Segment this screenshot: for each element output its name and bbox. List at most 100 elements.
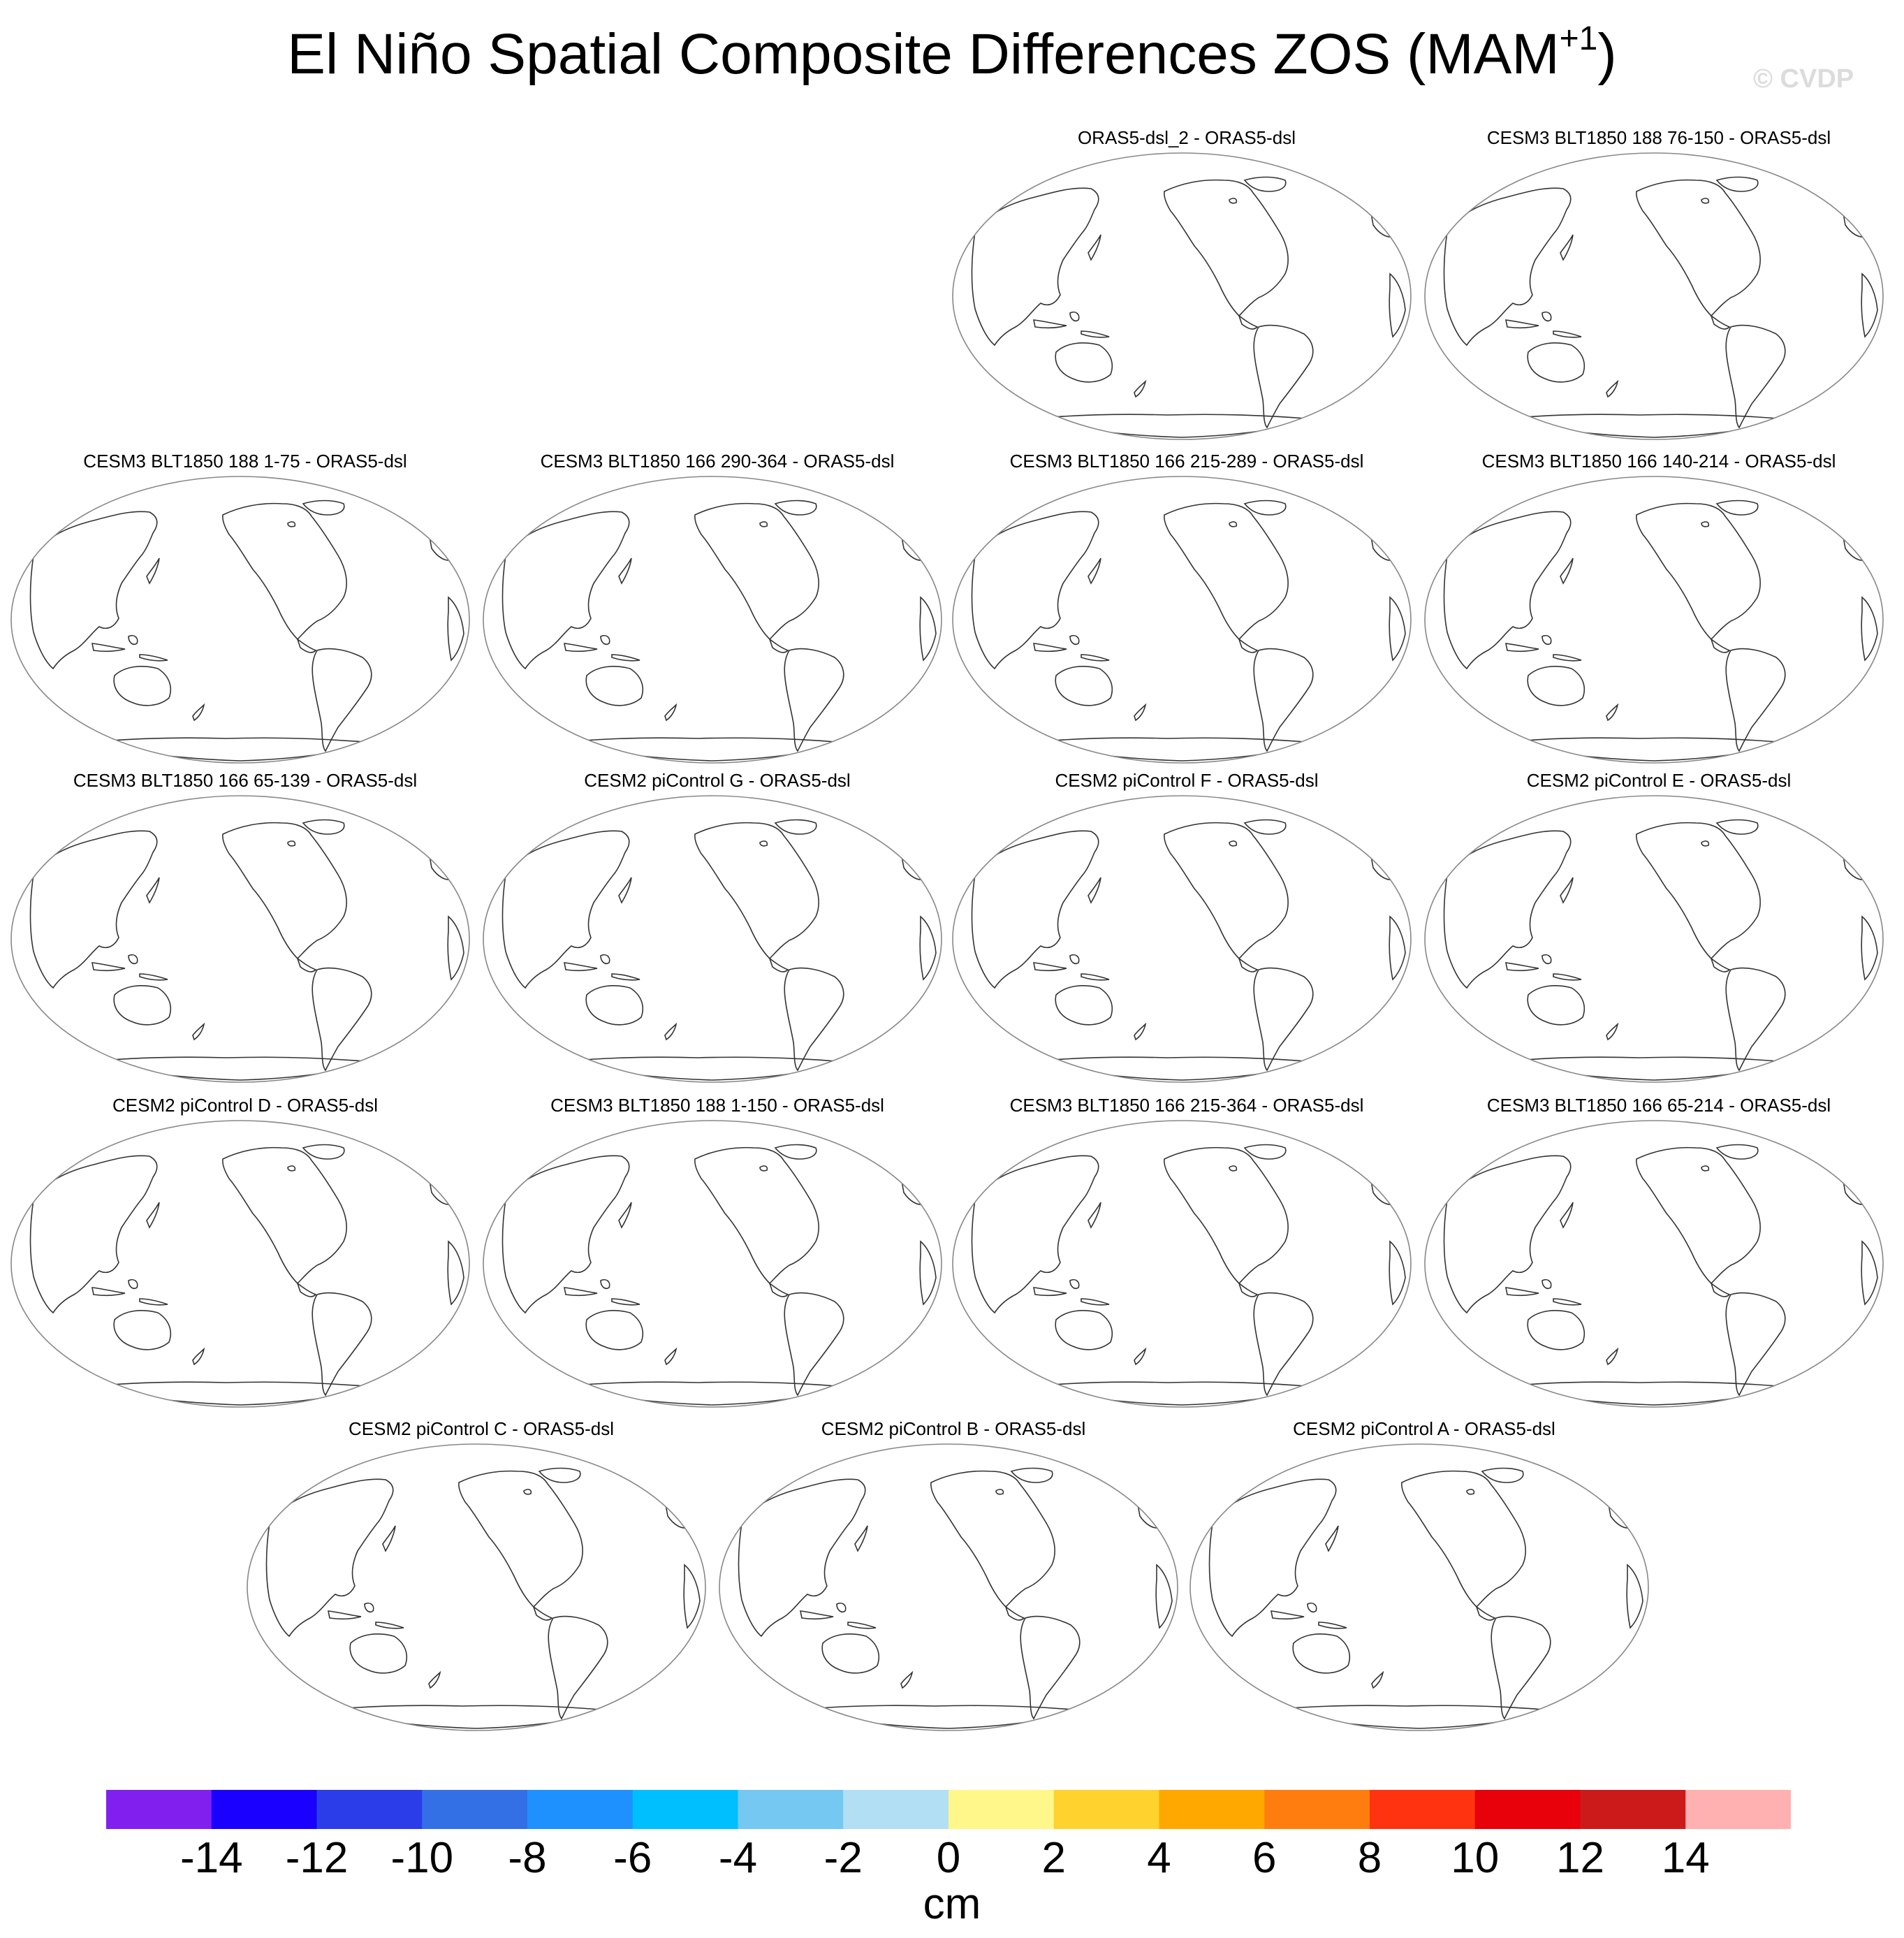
colorbar-tick-label: 10 — [1451, 1834, 1500, 1882]
colorbar-tick-label: -14 — [180, 1834, 243, 1882]
colorbar-tick-label: -10 — [390, 1834, 454, 1882]
coastline-path — [302, 819, 345, 835]
map-panel: CESM2 piControl E - ORAS5-dsl — [1423, 770, 1894, 1091]
coastline-path — [1081, 330, 1110, 338]
colorbar-swatch — [1474, 1790, 1581, 1829]
world-map — [1424, 1120, 1884, 1408]
coastline-path — [302, 1144, 345, 1160]
coastlines — [971, 1144, 1406, 1406]
map-projection-border — [10, 476, 470, 764]
coastline-path — [1841, 1176, 1868, 1205]
coastline-path — [600, 1278, 610, 1290]
coastline-path — [501, 1155, 630, 1314]
map-panel: CESM3 BLT1850 166 290-364 - ORAS5-dsl — [482, 451, 953, 772]
coastline-path — [1389, 915, 1406, 981]
coastline-path — [664, 1022, 678, 1041]
coastline-path — [1443, 187, 1572, 347]
coastline-path — [1055, 1310, 1113, 1350]
coastline-path — [1504, 319, 1539, 329]
coastline-path — [1715, 1144, 1759, 1160]
coastline-path — [1155, 1564, 1173, 1629]
coastline-path — [1560, 558, 1574, 585]
coastline-path — [1369, 532, 1396, 561]
map-projection-border — [952, 476, 1412, 764]
coastline-path — [91, 1287, 126, 1297]
coastline-path — [1229, 840, 1238, 847]
coastline-path — [1229, 198, 1238, 204]
coastline-path — [694, 502, 819, 641]
coastline-path — [1069, 1278, 1080, 1290]
coastline-path — [1164, 502, 1289, 641]
coastline-path — [1369, 1176, 1396, 1205]
map-projection-border — [1424, 1120, 1884, 1408]
coastline-path — [1371, 1670, 1384, 1689]
colorbar-tick-label: -6 — [613, 1834, 652, 1882]
coastline-path — [1088, 558, 1101, 585]
colorbar-tick-label: -4 — [718, 1834, 758, 1882]
coastline-path — [1164, 179, 1289, 317]
coastline-path — [1136, 1499, 1162, 1529]
coastline-path — [694, 822, 819, 960]
map-projection-border — [10, 795, 470, 1083]
map-panel: CESM3 BLT1850 188 76-150 - ORAS5-dsl — [1423, 127, 1894, 449]
coastline-path — [618, 558, 632, 585]
coastline-path — [1606, 379, 1619, 398]
coastline-path — [600, 954, 610, 965]
colorbar-swatch — [527, 1790, 634, 1829]
coastline-path — [312, 648, 372, 752]
map-projection-border — [952, 152, 1412, 440]
coastline-path — [1253, 648, 1314, 752]
coastline-path — [1861, 915, 1878, 981]
map-panel: CESM3 BLT1850 188 1-150 - ORAS5-dsl — [482, 1095, 953, 1416]
map-panel: CESM3 BLT1850 166 65-139 - ORAS5-dsl — [10, 770, 481, 1091]
coastline-path — [532, 1605, 553, 1621]
map-projection-border — [247, 1443, 706, 1731]
coastline-path — [1527, 666, 1586, 706]
colorbar-swatch — [949, 1790, 1055, 1829]
coastline-path — [1560, 877, 1574, 904]
coastline-path — [1318, 1622, 1347, 1629]
coastline-path — [1055, 985, 1113, 1026]
map-panel-title: CESM3 BLT1850 166 65-139 - ORAS5-dsl — [73, 770, 418, 791]
coastline-path — [1208, 1478, 1337, 1638]
coastline-path — [29, 1155, 158, 1314]
colorbar-swatch — [1685, 1790, 1791, 1829]
colorbar-swatch — [422, 1790, 528, 1829]
coastline-path — [428, 1670, 441, 1689]
coastline-path — [1443, 830, 1572, 989]
coastline-path — [971, 187, 1099, 347]
coastline-path — [1527, 1310, 1586, 1350]
map-projection-border — [483, 476, 942, 764]
coastline-path — [1701, 521, 1710, 527]
coastline-path — [1560, 1202, 1574, 1229]
coastline-path — [611, 1298, 640, 1306]
coastline-path — [501, 511, 630, 670]
world-map — [952, 152, 1412, 440]
coastline-path — [1541, 634, 1552, 646]
coastline-path — [128, 954, 138, 965]
coastlines — [501, 1144, 937, 1406]
coastline-path — [694, 1146, 819, 1285]
coastline-path — [1481, 1467, 1524, 1483]
world-map — [247, 1443, 706, 1731]
coastline-path — [585, 985, 644, 1026]
coastline-path — [664, 1499, 690, 1529]
coastlines — [738, 1467, 1173, 1729]
colorbar-tick-label: 12 — [1556, 1834, 1604, 1882]
coastline-path — [1715, 176, 1759, 192]
colorbar-tick-label: -8 — [508, 1834, 547, 1882]
coastline-path — [1861, 1240, 1878, 1306]
map-projection-border — [1424, 152, 1884, 440]
coastline-path — [427, 1176, 454, 1205]
coastline-path — [1164, 822, 1289, 960]
coastline-path — [327, 1610, 362, 1620]
coastline-path — [192, 1347, 205, 1366]
colorbar-tick-label: 8 — [1357, 1834, 1382, 1882]
coastline-path — [664, 703, 678, 722]
coastline-path — [768, 637, 789, 653]
coastline-path — [1725, 1292, 1786, 1397]
world-map — [1424, 476, 1884, 764]
map-panel-title: CESM3 BLT1850 188 1-150 - ORAS5-dsl — [550, 1095, 884, 1116]
title-superscript: +1 — [1559, 20, 1598, 57]
coastline-path — [1238, 956, 1259, 972]
